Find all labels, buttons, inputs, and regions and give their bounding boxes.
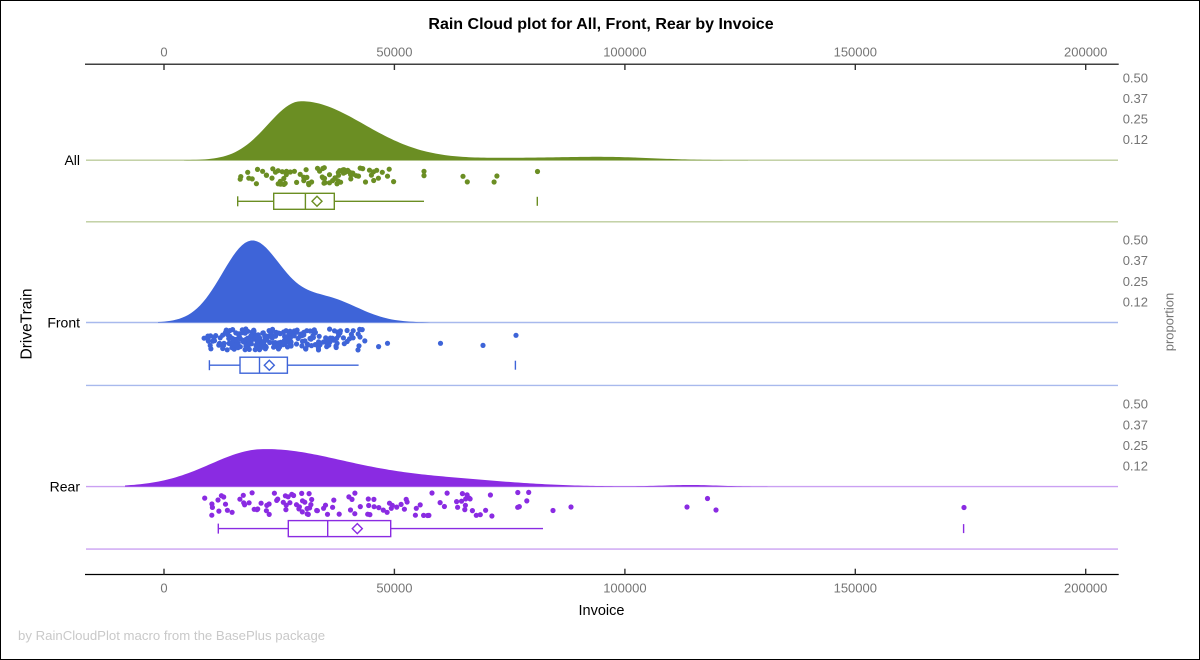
svg-text:Rain Cloud plot for All, Front: Rain Cloud plot for All, Front, Rear by … xyxy=(428,16,773,33)
svg-text:0.50: 0.50 xyxy=(1123,233,1148,248)
svg-text:100000: 100000 xyxy=(603,45,646,60)
svg-text:0.12: 0.12 xyxy=(1123,459,1148,474)
svg-text:100000: 100000 xyxy=(603,581,646,596)
svg-text:200000: 200000 xyxy=(1064,45,1107,60)
svg-text:by RainCloudPlot macro from th: by RainCloudPlot macro from the BasePlus… xyxy=(18,628,325,643)
svg-text:0.50: 0.50 xyxy=(1123,70,1148,85)
svg-text:0.25: 0.25 xyxy=(1123,112,1148,127)
svg-text:All: All xyxy=(64,152,80,168)
svg-text:0.37: 0.37 xyxy=(1123,91,1148,106)
svg-text:DriveTrain: DriveTrain xyxy=(19,289,36,360)
svg-text:200000: 200000 xyxy=(1064,581,1107,596)
svg-text:Rear: Rear xyxy=(50,478,81,494)
svg-text:0.12: 0.12 xyxy=(1123,132,1148,147)
svg-text:0: 0 xyxy=(160,45,167,60)
svg-text:150000: 150000 xyxy=(834,45,877,60)
svg-text:50000: 50000 xyxy=(376,45,412,60)
svg-text:0.25: 0.25 xyxy=(1123,438,1148,453)
svg-text:0.37: 0.37 xyxy=(1123,417,1148,432)
svg-text:Front: Front xyxy=(47,314,80,330)
svg-text:0.12: 0.12 xyxy=(1123,294,1148,309)
svg-text:0.50: 0.50 xyxy=(1123,397,1148,412)
svg-text:Invoice: Invoice xyxy=(579,603,625,619)
svg-text:proportion: proportion xyxy=(1162,293,1177,352)
svg-text:0.37: 0.37 xyxy=(1123,253,1148,268)
svg-text:0: 0 xyxy=(160,581,167,596)
svg-text:0.25: 0.25 xyxy=(1123,274,1148,289)
svg-text:50000: 50000 xyxy=(376,581,412,596)
svg-text:150000: 150000 xyxy=(834,581,877,596)
